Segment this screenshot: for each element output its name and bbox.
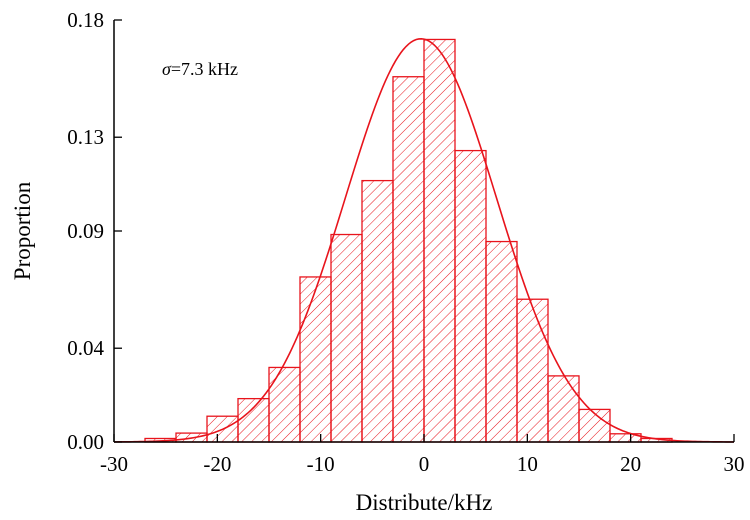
x-axis-title: Distribute/kHz: [356, 490, 493, 515]
gaussian-fit-line: [113, 37, 735, 443]
histogram-bar: [392, 76, 425, 443]
histogram-bar: [330, 233, 363, 443]
histogram-bar: [237, 397, 270, 443]
histogram-bar: [299, 276, 332, 443]
y-tick-label: 0.18: [67, 8, 104, 32]
histogram-bar: [578, 408, 611, 443]
y-tick-label: 0.13: [67, 125, 104, 149]
histogram-bar: [454, 149, 487, 443]
histogram-bar: [423, 38, 456, 443]
y-tick-label: 0.04: [67, 336, 104, 360]
x-tick-label: 20: [620, 452, 641, 476]
y-axis-title: Proportion: [10, 181, 35, 280]
y-tick-label: 0.00: [67, 430, 104, 454]
x-tick-label: 10: [517, 452, 538, 476]
histogram-bar: [361, 179, 394, 443]
axes-group: -30 -20 -10 0 10 20 30 0.00 0.04 0.09 0.13 0.18: [67, 8, 744, 476]
sigma-symbol: σ: [162, 59, 172, 79]
sigma-annotation: σ=7.3 kHz: [162, 59, 238, 79]
x-tick-label: -30: [100, 452, 128, 476]
bars-group: [144, 38, 673, 443]
y-tick-label: 0.09: [67, 219, 104, 243]
x-tick-label: -20: [203, 452, 231, 476]
x-tick-label: 30: [724, 452, 745, 476]
fit-curve-group: [113, 37, 735, 443]
histogram-bar: [516, 298, 549, 443]
sigma-value: =7.3 kHz: [171, 59, 238, 79]
histogram-bar: [485, 240, 518, 443]
histogram-bar: [547, 375, 580, 443]
histogram-bar: [268, 366, 301, 443]
x-tick-label: -10: [307, 452, 335, 476]
x-tick-label: 0: [419, 452, 430, 476]
